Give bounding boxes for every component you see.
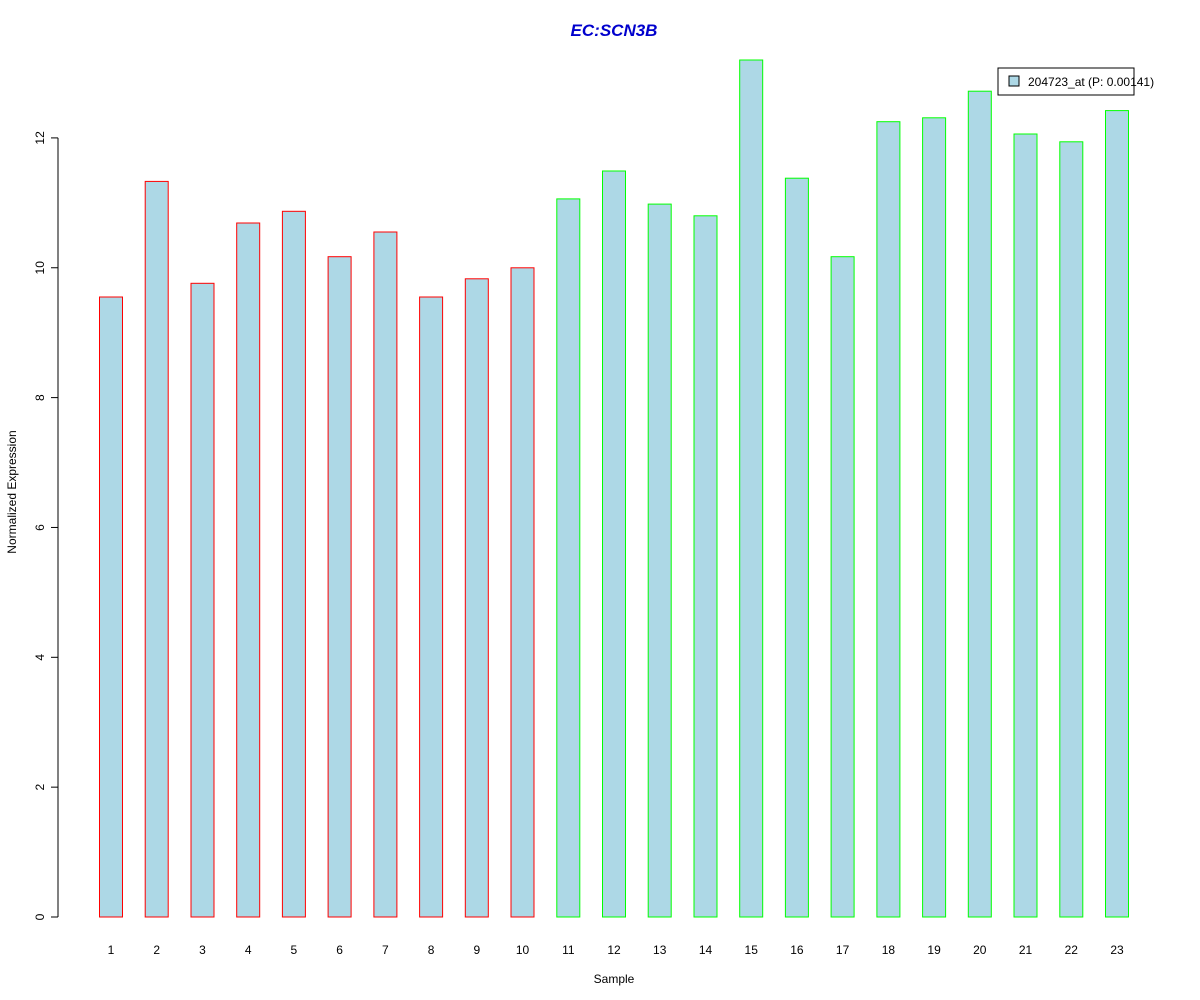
bar-sample-17	[830, 256, 855, 918]
x-tick-label: 12	[607, 943, 621, 957]
bar-sample-18	[876, 121, 901, 918]
bar-sample-23	[1105, 110, 1129, 918]
chart-title: EC:SCN3B	[571, 21, 658, 40]
x-tick-label: 23	[1110, 943, 1124, 957]
x-tick-label: 17	[836, 943, 850, 957]
x-tick-label: 9	[473, 943, 480, 957]
bar-sample-14	[693, 215, 718, 918]
y-axis: 0 2 4 6 8 10 12	[33, 131, 59, 920]
x-tick-label: 10	[516, 943, 530, 957]
bar-sample-12	[602, 170, 626, 918]
x-tick-labels: 1 2 3 4 5 6 7 8 9 10 11 12 13 14 15 16 17 18 19 20 21 22 23	[108, 943, 1124, 957]
bar-sample-7	[373, 231, 398, 918]
x-tick-label: 13	[653, 943, 667, 957]
bar-sample-11	[556, 198, 581, 918]
y-tick-label: 8	[33, 394, 47, 401]
x-tick-label: 21	[1019, 943, 1033, 957]
legend-label: 204723_at (P: 0.00141)	[1028, 75, 1154, 89]
x-tick-label: 22	[1065, 943, 1079, 957]
bar-sample-19	[922, 117, 947, 918]
bar-sample-4	[236, 222, 261, 918]
legend-swatch	[1008, 75, 1020, 87]
x-tick-label: 11	[562, 943, 575, 957]
bar-sample-21	[1013, 133, 1038, 918]
x-tick-label: 15	[745, 943, 759, 957]
y-tick-label: 6	[33, 524, 47, 531]
x-tick-label: 1	[108, 943, 115, 957]
x-axis-label: Sample	[594, 972, 635, 986]
bars-group	[99, 59, 1129, 918]
y-tick-label: 0	[33, 913, 47, 920]
x-tick-label: 4	[245, 943, 252, 957]
bar-sample-13	[647, 203, 672, 918]
y-tick-label: 10	[33, 261, 47, 275]
y-tick-label: 4	[33, 654, 47, 661]
legend: 204723_at (P: 0.00141)	[997, 67, 1154, 96]
bar-sample-20	[967, 90, 992, 918]
x-tick-label: 3	[199, 943, 206, 957]
bar-sample-16	[784, 177, 809, 918]
bar-sample-2	[144, 180, 169, 918]
x-tick-label: 16	[790, 943, 804, 957]
x-tick-label: 18	[882, 943, 896, 957]
x-tick-label: 5	[291, 943, 298, 957]
y-axis-label: Normalized Expression	[5, 430, 19, 553]
x-tick-label: 6	[336, 943, 343, 957]
y-tick-label: 12	[33, 131, 47, 145]
bar-sample-9	[464, 278, 489, 918]
bar-sample-1	[99, 296, 123, 918]
bar-sample-3	[190, 282, 215, 918]
bar-sample-22	[1059, 141, 1084, 918]
y-tick-label: 2	[33, 784, 47, 791]
x-tick-label: 14	[699, 943, 713, 957]
x-tick-label: 8	[428, 943, 435, 957]
x-tick-label: 20	[973, 943, 987, 957]
legend-box	[997, 67, 1135, 96]
x-tick-label: 19	[927, 943, 941, 957]
bar-sample-5	[281, 210, 306, 918]
x-tick-label: 7	[382, 943, 389, 957]
bar-sample-6	[327, 256, 352, 918]
bar-sample-8	[419, 296, 444, 918]
x-tick-label: 2	[153, 943, 160, 957]
bar-sample-15	[739, 59, 764, 918]
bar-sample-10	[510, 267, 535, 918]
